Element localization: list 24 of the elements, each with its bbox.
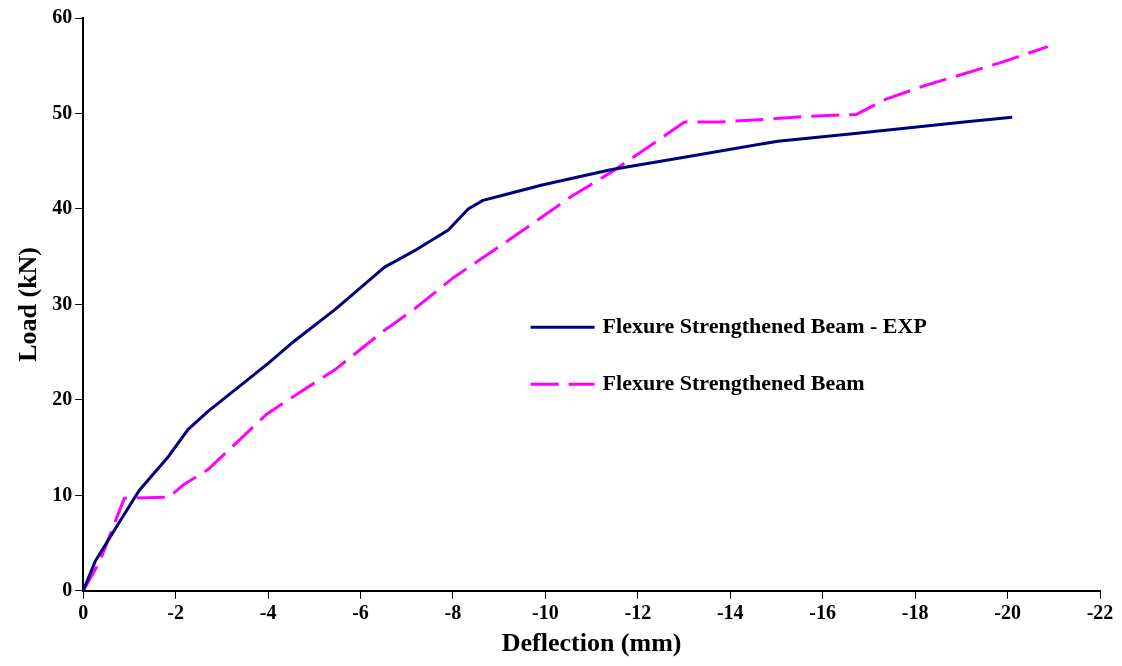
x-tick-label: -12 — [624, 600, 652, 623]
x-tick-label: -2 — [167, 600, 184, 623]
legend-label: Flexure Strengthened Beam - EXP — [602, 313, 927, 338]
x-tick-label: -20 — [994, 600, 1021, 623]
x-tick-label: -6 — [352, 600, 369, 623]
legend-label: Flexure Strengthened Beam — [602, 370, 865, 395]
line-series — [83, 45, 1050, 591]
x-tick-label: -16 — [809, 600, 837, 623]
y-tick-label: 20 — [52, 387, 73, 410]
y-tick-label: 30 — [52, 291, 73, 314]
y-axis-title: Load (kN) — [13, 246, 43, 362]
x-tick-label: -4 — [259, 600, 277, 623]
y-tick-label: 60 — [52, 5, 73, 28]
y-tick-label: 50 — [52, 100, 73, 123]
y-tick-label: 40 — [52, 196, 73, 219]
x-tick-label: -8 — [444, 600, 462, 623]
x-tick-label: -14 — [716, 600, 744, 623]
x-tick-label: 0 — [78, 600, 89, 623]
x-tick-label: -22 — [1086, 600, 1114, 623]
y-tick-label: 10 — [52, 482, 73, 505]
x-tick-label: -10 — [532, 600, 559, 623]
x-axis-title: Deflection (mm) — [501, 628, 682, 658]
x-tick-label: -18 — [901, 600, 929, 623]
y-tick-label: 0 — [62, 577, 73, 600]
